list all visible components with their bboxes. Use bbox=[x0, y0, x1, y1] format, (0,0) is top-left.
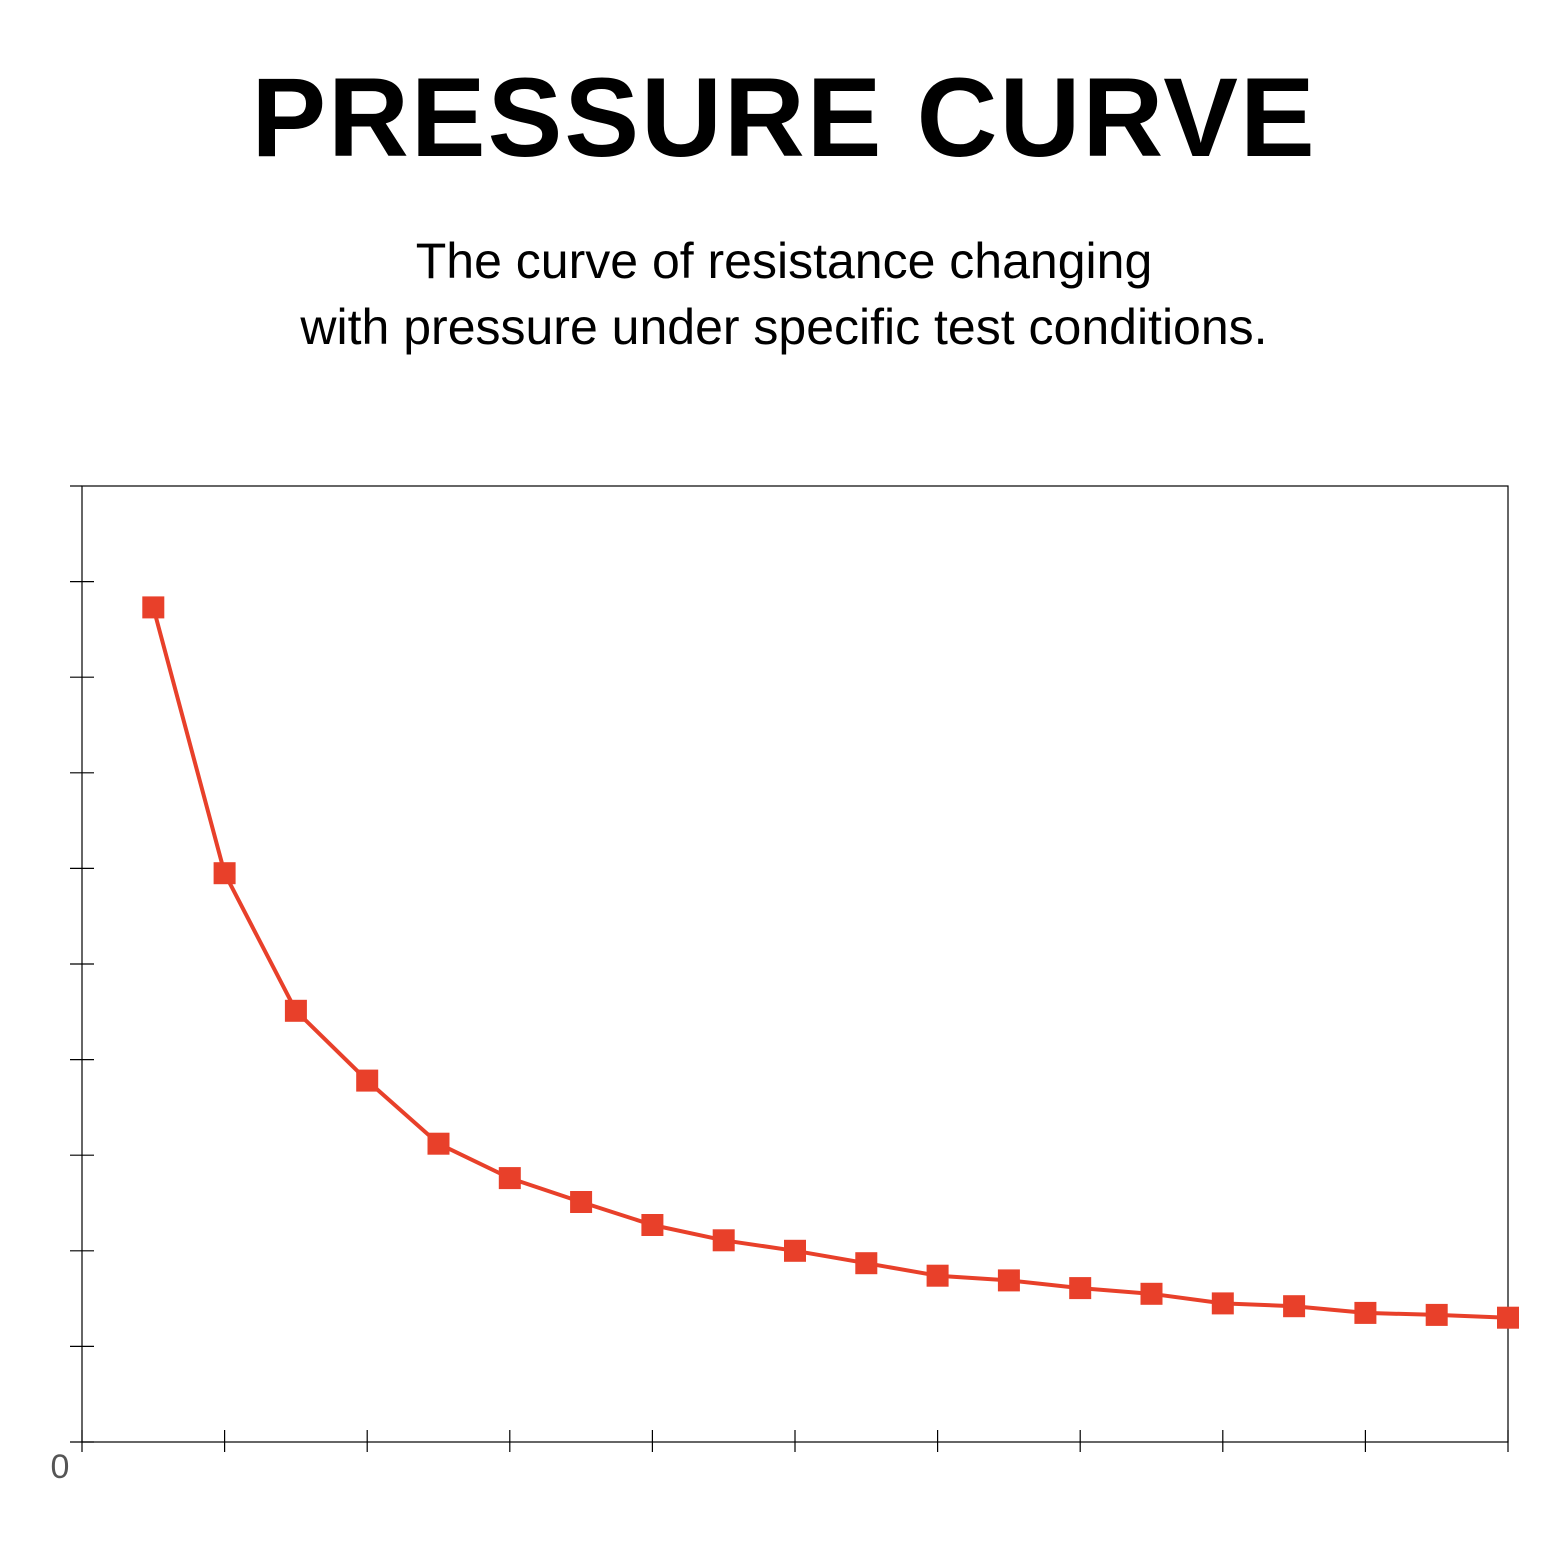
subtitle-line-2: with pressure under specific test condit… bbox=[300, 299, 1268, 355]
series-line bbox=[151, 606, 1509, 1320]
data-point-marker bbox=[855, 1252, 878, 1275]
data-point-marker bbox=[1354, 1301, 1377, 1324]
data-point-marker bbox=[926, 1264, 949, 1287]
data-point-marker bbox=[641, 1214, 664, 1236]
data-point-marker bbox=[284, 999, 307, 1022]
data-point-marker bbox=[427, 1132, 450, 1155]
data-point-marker bbox=[1425, 1303, 1448, 1326]
data-point-marker bbox=[1140, 1282, 1163, 1305]
data-point-marker bbox=[712, 1229, 735, 1252]
data-point-marker bbox=[997, 1269, 1020, 1292]
chart-subtitle: The curve of resistance changing with pr… bbox=[0, 228, 1568, 360]
subtitle-line-1: The curve of resistance changing bbox=[415, 233, 1153, 289]
data-point-marker bbox=[498, 1167, 521, 1190]
data-point-marker bbox=[1069, 1277, 1092, 1300]
origin-label: 0 bbox=[51, 1448, 70, 1486]
y-axis-ticks bbox=[70, 485, 94, 1443]
chart-title: PRESSURE CURVE bbox=[251, 55, 1317, 180]
data-point-marker bbox=[142, 596, 165, 619]
data-point-marker bbox=[213, 862, 236, 885]
data-point-marker bbox=[570, 1191, 593, 1213]
x-axis-ticks bbox=[81, 1430, 1509, 1452]
data-point-marker bbox=[1497, 1306, 1519, 1329]
data-point-marker bbox=[356, 1069, 379, 1092]
data-point-marker bbox=[784, 1239, 806, 1262]
series-markers bbox=[142, 596, 1519, 1329]
data-point-marker bbox=[1283, 1295, 1306, 1318]
data-point-marker bbox=[1211, 1292, 1234, 1315]
